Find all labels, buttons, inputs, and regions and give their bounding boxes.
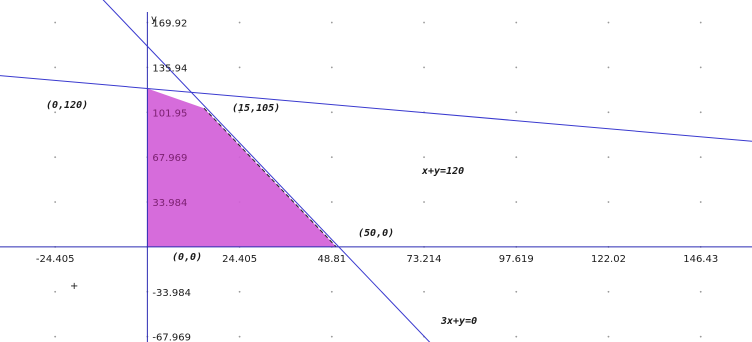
grid-dot <box>54 111 57 114</box>
constraint-line-1 <box>102 0 431 342</box>
grid-dot <box>238 290 241 293</box>
y-tick-label: 135.94 <box>152 63 187 74</box>
grid-dot <box>54 66 57 69</box>
grid-dot <box>515 201 518 203</box>
grid-dot <box>54 201 57 203</box>
y-tick-label: -67.969 <box>152 333 191 342</box>
grid-dot <box>330 290 333 293</box>
x-tick-label: 24.405 <box>222 254 257 265</box>
grid-dot <box>699 21 702 24</box>
grid-dot <box>423 21 425 24</box>
feasible-region-dashed-edge <box>203 107 337 248</box>
grid-dot <box>699 290 702 293</box>
grid-dot <box>699 335 702 338</box>
grid-dot <box>238 66 241 69</box>
line-label-3x-plus-y: 3x+y=0 <box>440 316 477 327</box>
grid-dot <box>330 335 333 338</box>
x-tick-label: 97.619 <box>499 254 534 265</box>
x-tick-label: 146.43 <box>683 254 718 265</box>
y-tick-label: 67.969 <box>152 153 187 164</box>
grid-dot <box>699 201 702 203</box>
x-tick-label: -24.405 <box>36 254 75 265</box>
grid-dot <box>515 66 518 69</box>
point-label-50-0: (50,0) <box>358 228 394 239</box>
y-tick-label: 169.92 <box>152 19 187 30</box>
line-label-x-plus-y: x+y=120 <box>421 166 464 177</box>
grid-dot <box>423 201 425 203</box>
plus-marker: + <box>70 281 78 292</box>
grid-dot <box>423 66 425 69</box>
grid-dot <box>699 66 702 69</box>
y-tick-label: -33.984 <box>152 288 191 299</box>
grid-dot <box>238 335 241 338</box>
grid-dot <box>607 111 610 114</box>
y-axis-label: y <box>151 14 157 25</box>
grid-dot <box>607 290 610 293</box>
y-tick-label: 101.95 <box>152 108 187 119</box>
grid-dot <box>238 21 241 24</box>
grid-dot <box>515 111 518 114</box>
grid-dot <box>515 335 518 338</box>
grid-dot <box>330 66 333 69</box>
grid-dot <box>515 290 518 293</box>
grid-dot <box>54 156 57 159</box>
y-tick-label: 33.984 <box>152 198 187 209</box>
grid-dot <box>699 156 702 159</box>
grid-dot <box>699 111 702 114</box>
grid-dot <box>330 156 333 159</box>
grid-dot <box>238 111 241 114</box>
point-label-0-120: (0,120) <box>46 100 88 111</box>
grid-dot <box>607 21 610 24</box>
grid-dot <box>54 335 57 338</box>
grid-dot <box>54 21 57 24</box>
y-tick-labels: 169.92 135.94 101.95 67.969 33.984 -33.984 -67… <box>152 19 191 342</box>
grid-dot <box>330 201 333 203</box>
feasible-region <box>147 88 337 247</box>
grid-dot <box>607 66 610 69</box>
grid-dot <box>330 111 333 114</box>
grid-dot <box>515 156 518 159</box>
grid-dot <box>607 201 610 203</box>
x-tick-label: 122.02 <box>591 254 626 265</box>
x-tick-label: 48.81 <box>318 254 347 265</box>
x-tick-labels: -24.405 24.405 48.81 73.214 97.619 122.02 146.… <box>36 254 718 265</box>
grid-dot <box>607 156 610 159</box>
grid-dot <box>423 290 425 293</box>
grid-dot <box>515 21 518 24</box>
point-label-15-105: (15,105) <box>232 103 280 114</box>
constraint-line-0 <box>0 75 752 142</box>
grid-dot <box>423 156 425 159</box>
grid-dot <box>607 335 610 338</box>
grid-dot <box>54 290 57 293</box>
x-tick-label: 73.214 <box>407 254 442 265</box>
point-label-0-0: (0,0) <box>172 252 202 263</box>
grid-dot <box>330 21 333 24</box>
